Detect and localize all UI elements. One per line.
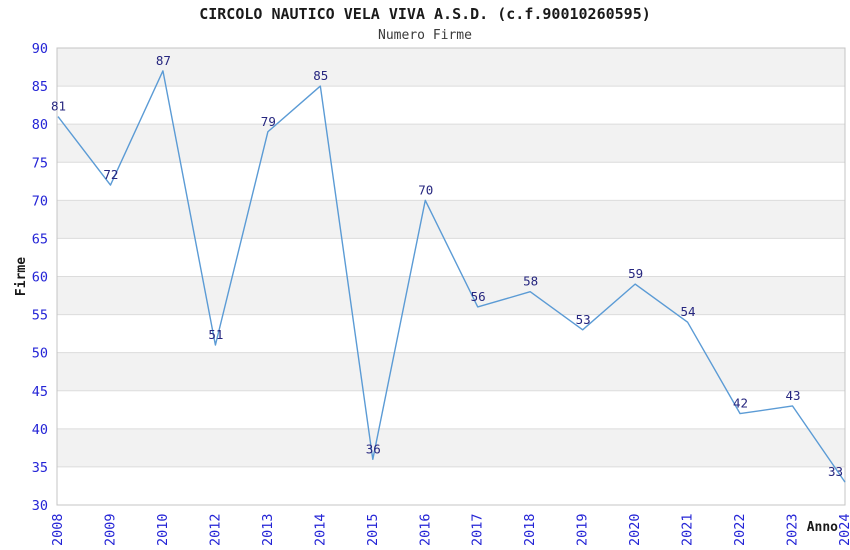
plot-band	[57, 352, 845, 391]
plot-band	[57, 48, 845, 87]
x-tick-label: 2013	[260, 513, 276, 546]
point-label: 58	[523, 274, 538, 289]
y-tick-label: 45	[32, 384, 48, 400]
x-tick-label: 2017	[470, 513, 486, 546]
y-tick-label: 65	[32, 231, 48, 247]
point-label: 43	[785, 388, 800, 403]
y-tick-label: 75	[32, 155, 48, 171]
x-tick-label: 2018	[522, 513, 538, 546]
y-tick-label: 90	[32, 41, 48, 57]
plot-band	[57, 276, 845, 315]
point-label: 72	[103, 167, 118, 182]
point-label: 54	[681, 304, 696, 319]
x-tick-label: 2012	[207, 513, 223, 546]
x-tick-label: 2008	[50, 513, 66, 546]
plot-band	[57, 124, 845, 163]
point-label: 87	[156, 53, 171, 68]
point-label: 70	[418, 182, 433, 197]
x-tick-label: 2016	[417, 513, 433, 546]
y-tick-label: 35	[32, 460, 48, 476]
plot-band	[57, 428, 845, 467]
y-tick-label: 70	[32, 193, 48, 209]
y-tick-label: 85	[32, 79, 48, 95]
plot-band	[57, 200, 845, 239]
x-tick-label: 2023	[785, 513, 801, 546]
y-tick-label: 60	[32, 270, 48, 286]
x-axis-title: Anno	[807, 520, 838, 535]
x-tick-label: 2019	[575, 513, 591, 546]
point-label: 36	[366, 441, 381, 456]
point-label: 79	[261, 114, 276, 129]
point-label: 56	[471, 289, 486, 304]
point-label: 51	[208, 327, 223, 342]
chart-subtitle: Numero Firme	[378, 28, 472, 43]
y-tick-label: 50	[32, 346, 48, 362]
x-tick-label: 2014	[312, 513, 328, 546]
point-label: 59	[628, 266, 643, 281]
y-axis-title: Firme	[14, 257, 29, 296]
x-tick-label: 2015	[365, 513, 381, 546]
point-label: 42	[733, 396, 748, 411]
x-tick-label: 2009	[102, 513, 118, 546]
chart-title: CIRCOLO NAUTICO VELA VIVA A.S.D. (c.f.90…	[199, 5, 651, 23]
x-tick-label: 2022	[732, 513, 748, 546]
point-label: 53	[576, 312, 591, 327]
point-label: 33	[828, 464, 843, 479]
x-tick-label: 2021	[680, 513, 696, 546]
y-tick-label: 55	[32, 308, 48, 324]
x-tick-label: 2010	[155, 513, 171, 546]
y-tick-label: 40	[32, 422, 48, 438]
data-line	[57, 70, 846, 483]
plot-border	[56, 47, 846, 506]
y-tick-label: 30	[32, 498, 48, 514]
point-label: 81	[51, 99, 66, 114]
y-tick-label: 80	[32, 117, 48, 133]
x-tick-label: 2020	[627, 513, 643, 546]
point-label: 85	[313, 68, 328, 83]
x-tick-label: 2024	[837, 513, 850, 546]
